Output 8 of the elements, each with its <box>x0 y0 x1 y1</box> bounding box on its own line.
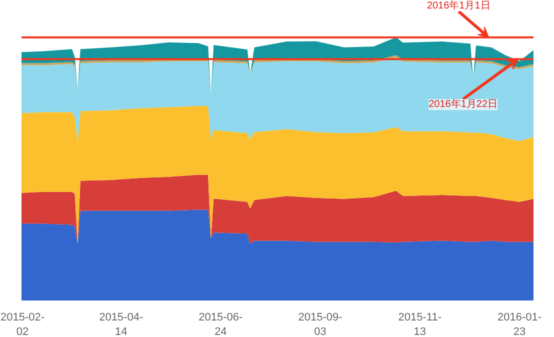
annotation: 2016年1月1日 <box>426 0 490 12</box>
x-tick-label: 2015-09- 03 <box>298 312 343 337</box>
x-tick-label: 2015-04- 14 <box>99 312 144 337</box>
x-tick-label: 2015-06- 24 <box>198 312 244 337</box>
annotation: 2016年1月22日 <box>428 98 498 110</box>
x-tick-label: 2015-02- 02 <box>0 312 45 337</box>
x-tick-label: 2015-11- 13 <box>398 312 442 337</box>
x-tick-label: 2016-01- 23 <box>497 312 542 337</box>
